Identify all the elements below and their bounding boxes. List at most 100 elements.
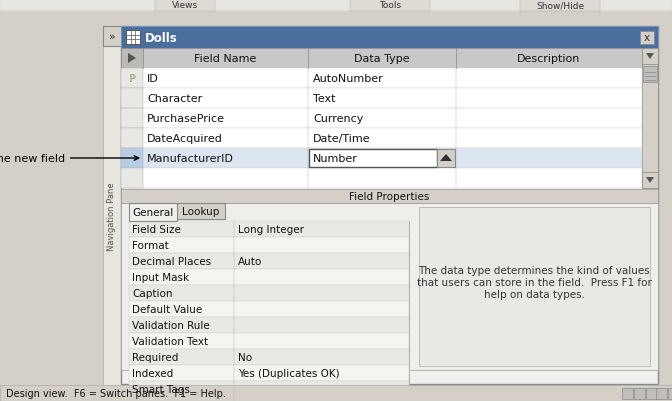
- Bar: [177, 203, 225, 219]
- Text: General: General: [132, 207, 173, 217]
- Bar: [121, 27, 658, 49]
- Text: »: »: [109, 32, 116, 42]
- Bar: [129, 397, 409, 401]
- Text: Lookup: Lookup: [182, 207, 220, 217]
- Bar: [121, 109, 143, 129]
- Bar: [642, 49, 658, 188]
- Text: AutoNumber: AutoNumber: [313, 74, 384, 84]
- Bar: [129, 333, 409, 349]
- Bar: [350, 0, 430, 12]
- Bar: [121, 69, 143, 89]
- Bar: [129, 381, 409, 397]
- Text: Description: Description: [517, 54, 581, 64]
- Text: Caption: Caption: [132, 288, 173, 298]
- Text: Validation Text: Validation Text: [132, 336, 208, 346]
- Bar: [642, 172, 658, 188]
- Bar: [643, 67, 657, 83]
- Text: Show/Hide: Show/Hide: [536, 2, 584, 10]
- Bar: [129, 221, 409, 401]
- Bar: [121, 89, 143, 109]
- Bar: [103, 27, 121, 386]
- Bar: [129, 203, 177, 221]
- Bar: [121, 49, 143, 69]
- Polygon shape: [440, 155, 452, 162]
- Text: Decimal Places: Decimal Places: [132, 256, 211, 266]
- Text: Character: Character: [147, 94, 202, 104]
- Text: The data type determines the kind of values
that users can store in the field.  : The data type determines the kind of val…: [417, 266, 651, 299]
- Bar: [121, 69, 642, 89]
- Bar: [437, 150, 455, 168]
- Text: General: General: [238, 400, 280, 401]
- Text: ℙ: ℙ: [128, 74, 136, 84]
- Text: ManufacturerID: ManufacturerID: [147, 154, 234, 164]
- Bar: [129, 253, 409, 269]
- Bar: [309, 150, 437, 168]
- Text: Text Align: Text Align: [132, 400, 183, 401]
- Bar: [0, 385, 672, 401]
- Bar: [634, 388, 645, 399]
- Bar: [121, 168, 642, 188]
- Polygon shape: [128, 54, 136, 64]
- Bar: [129, 237, 409, 253]
- Text: The new field: The new field: [0, 154, 138, 164]
- Bar: [419, 207, 650, 366]
- Text: Yes (Duplicates OK): Yes (Duplicates OK): [238, 368, 339, 378]
- Text: DateAcquired: DateAcquired: [147, 134, 223, 144]
- Bar: [121, 49, 642, 69]
- Bar: [642, 49, 658, 65]
- Bar: [121, 109, 642, 129]
- Bar: [121, 89, 642, 109]
- Bar: [129, 269, 409, 285]
- Text: Auto: Auto: [238, 256, 262, 266]
- Bar: [129, 317, 409, 333]
- Bar: [103, 27, 121, 47]
- Bar: [622, 388, 633, 399]
- Text: Dolls: Dolls: [145, 31, 178, 45]
- Text: Long Integer: Long Integer: [238, 225, 304, 235]
- Text: x: x: [644, 33, 650, 43]
- Bar: [121, 190, 658, 203]
- Text: Format: Format: [132, 241, 169, 250]
- Text: Field Properties: Field Properties: [349, 192, 429, 201]
- Polygon shape: [646, 54, 654, 60]
- Bar: [129, 285, 409, 301]
- Bar: [129, 301, 409, 317]
- Bar: [121, 149, 642, 168]
- Text: Input Mask: Input Mask: [132, 272, 189, 282]
- Text: No: No: [238, 352, 252, 362]
- Text: Default Value: Default Value: [132, 304, 202, 314]
- Text: Design view.  F6 = Switch panes.  F1 = Help.: Design view. F6 = Switch panes. F1 = Hel…: [6, 388, 226, 398]
- Bar: [129, 349, 409, 365]
- Bar: [155, 0, 215, 12]
- Text: Smart Tags: Smart Tags: [132, 384, 190, 394]
- Bar: [640, 32, 654, 45]
- Text: ID: ID: [147, 74, 159, 84]
- Text: Views: Views: [172, 2, 198, 10]
- Bar: [121, 27, 658, 384]
- Text: Currency: Currency: [313, 114, 364, 124]
- Bar: [129, 365, 409, 381]
- Text: PurchasePrice: PurchasePrice: [147, 114, 225, 124]
- Bar: [121, 129, 642, 149]
- Bar: [646, 388, 657, 399]
- Text: Text: Text: [313, 94, 335, 104]
- Text: Validation Rule: Validation Rule: [132, 320, 210, 330]
- Bar: [121, 168, 143, 188]
- Text: Field Size: Field Size: [132, 225, 181, 235]
- Text: Navigation Pane: Navigation Pane: [108, 182, 116, 251]
- Text: Tools: Tools: [379, 2, 401, 10]
- Text: Number: Number: [313, 154, 358, 164]
- Bar: [121, 149, 143, 168]
- Text: Date/Time: Date/Time: [313, 134, 371, 144]
- Polygon shape: [646, 178, 654, 184]
- Bar: [520, 0, 600, 12]
- Text: Required: Required: [132, 352, 178, 362]
- Bar: [0, 0, 672, 12]
- Bar: [121, 203, 658, 370]
- Text: Data Type: Data Type: [354, 54, 410, 64]
- Text: Indexed: Indexed: [132, 368, 173, 378]
- Bar: [656, 388, 667, 399]
- Bar: [668, 388, 672, 399]
- Bar: [126, 31, 140, 45]
- Bar: [129, 221, 409, 237]
